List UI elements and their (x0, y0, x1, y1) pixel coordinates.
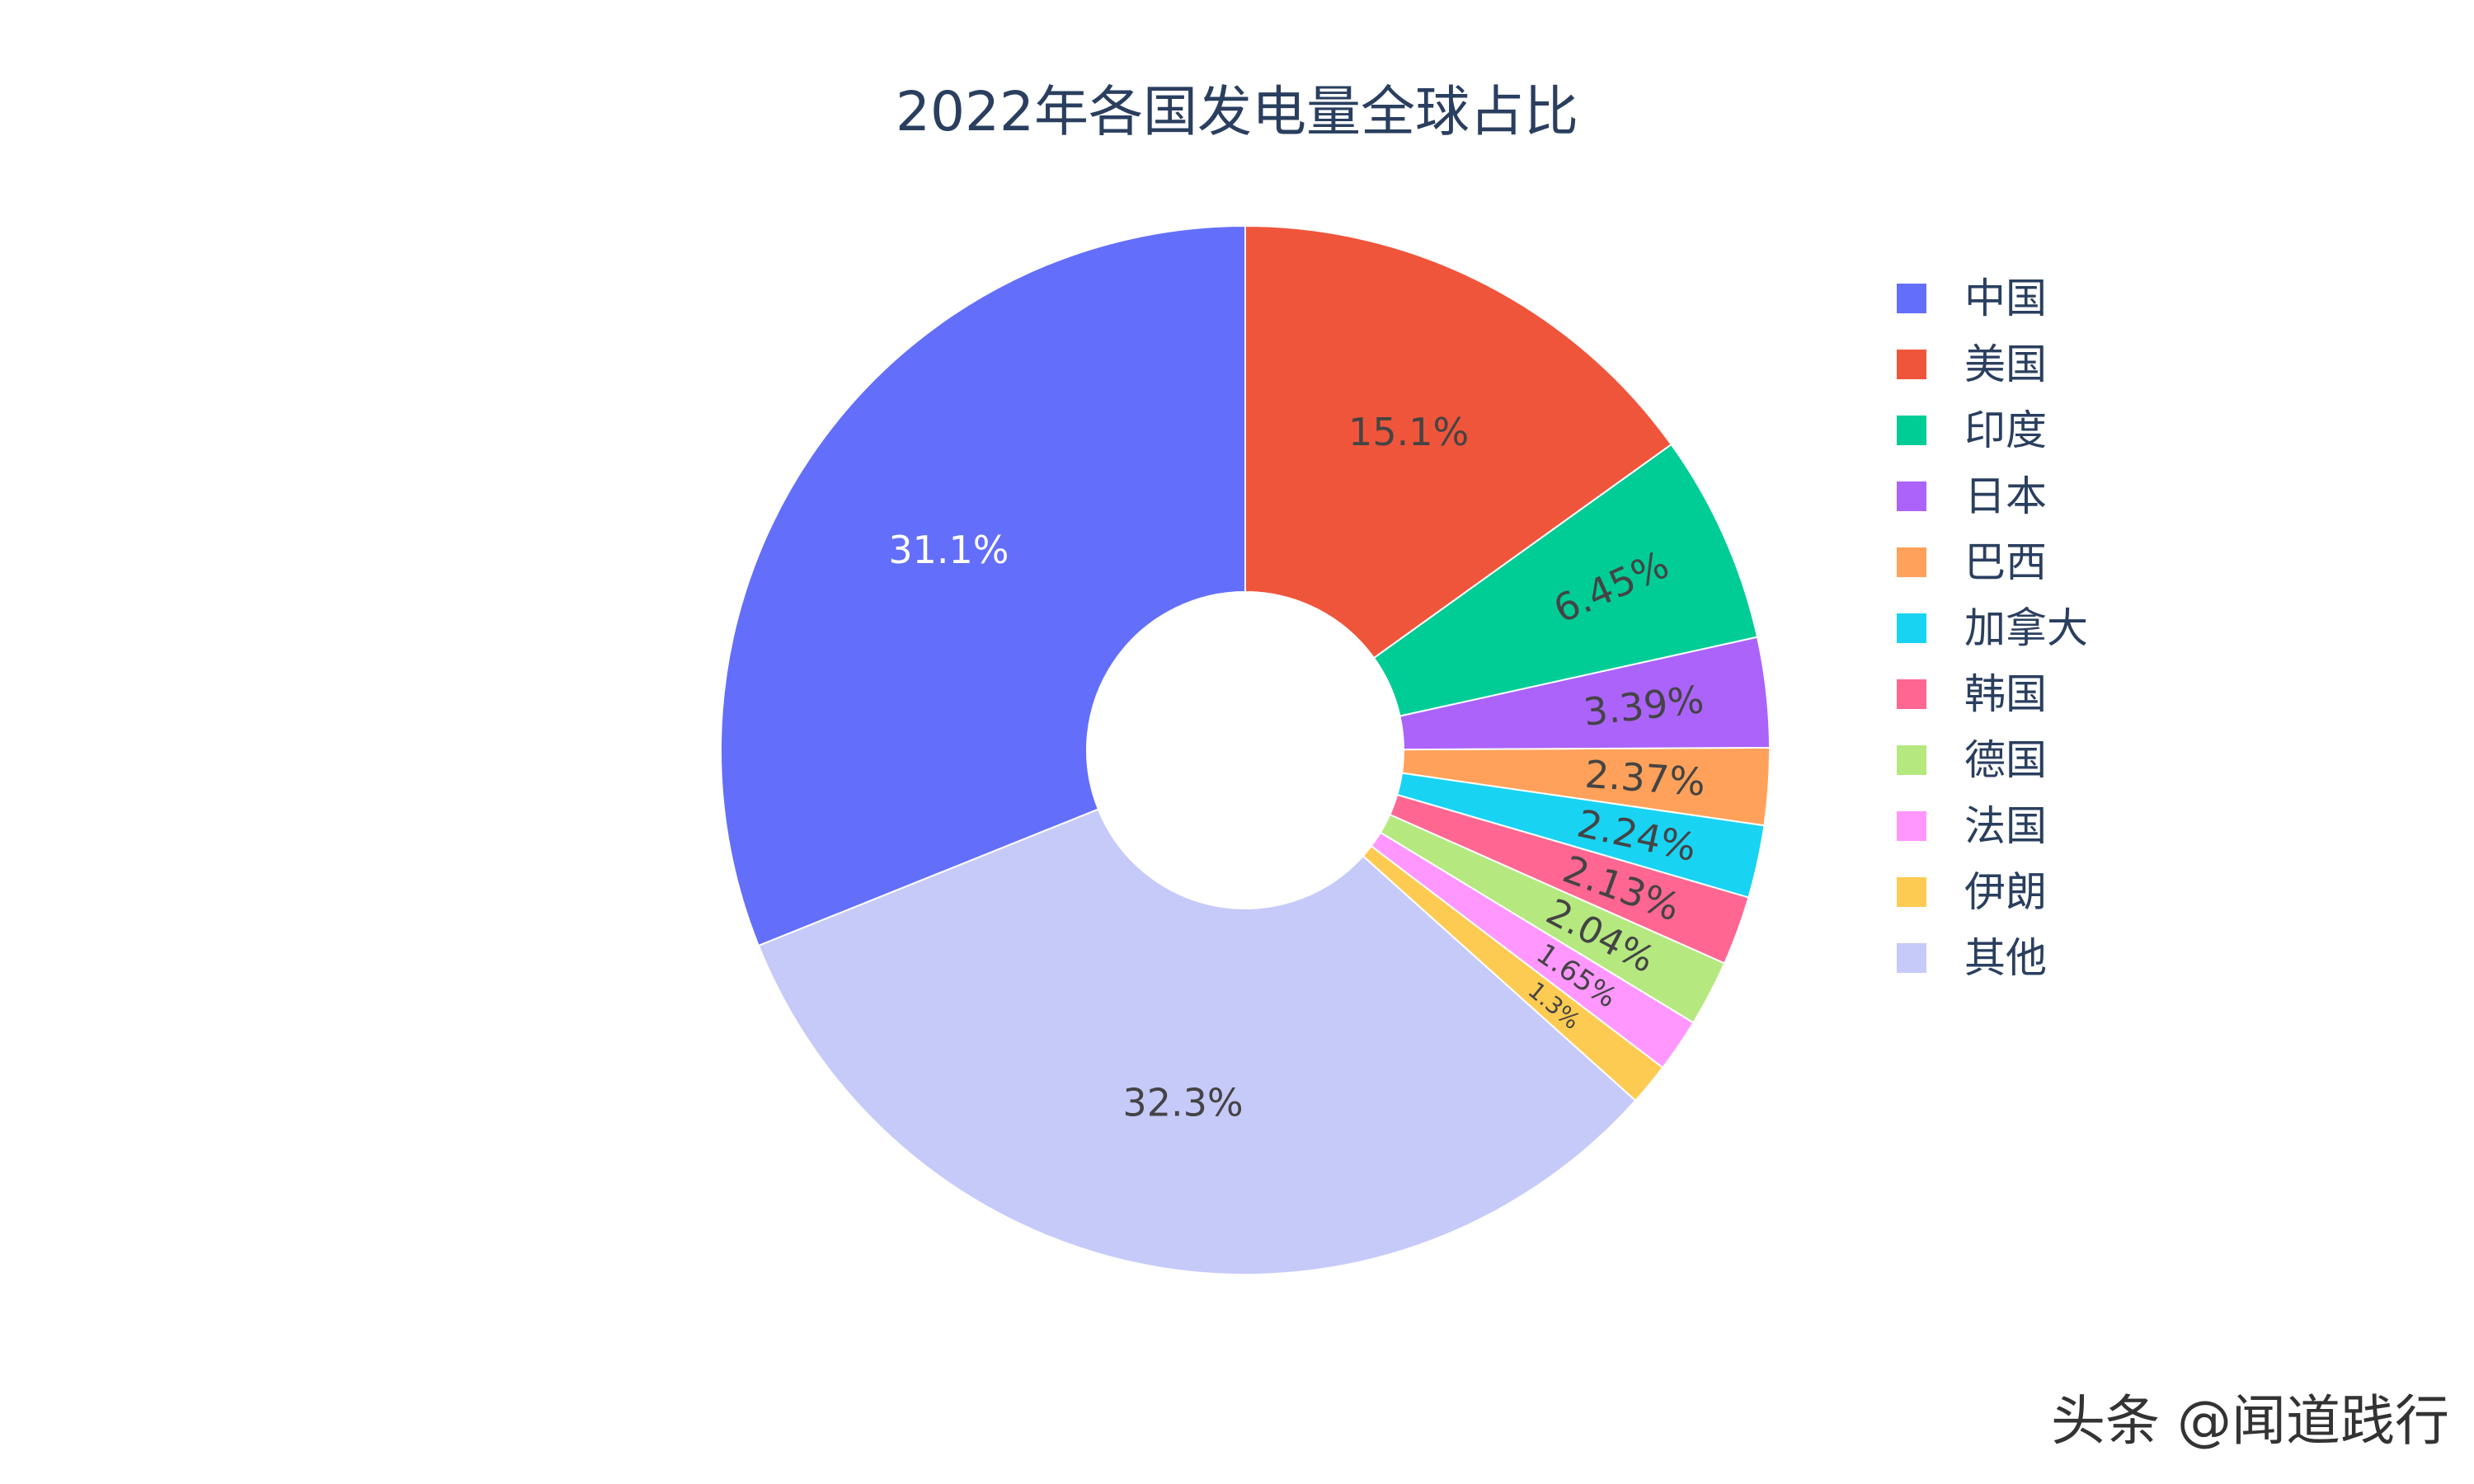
legend-item-5[interactable]: 巴西 (1897, 529, 2088, 595)
legend-label: 伊朗 (1964, 868, 2047, 916)
legend-item-2[interactable]: 美国 (1897, 331, 2088, 397)
slice-label-8: 2.37% (1583, 752, 1707, 805)
legend-label: 德国 (1964, 736, 2047, 784)
slice-label-2: 32.3% (1122, 1080, 1243, 1125)
legend-label: 法国 (1964, 802, 2047, 850)
legend-swatch (1897, 745, 1926, 775)
legend-swatch (1897, 811, 1926, 841)
legend-item-11[interactable]: 其他 (1897, 925, 2088, 991)
slice-1[interactable] (720, 224, 1246, 947)
legend-swatch (1897, 481, 1926, 511)
legend-label: 中国 (1964, 275, 2047, 322)
legend-label: 加拿大 (1964, 604, 2088, 652)
legend-item-7[interactable]: 韩国 (1897, 661, 2088, 727)
watermark: 头条 @闻道践行 (2051, 1389, 2449, 1453)
slice-10[interactable] (1372, 443, 1759, 717)
legend-label: 印度 (1964, 406, 2047, 454)
chart-title: 2022年各国发电量全球占比 (896, 80, 1578, 143)
legend-swatch (1897, 877, 1926, 907)
legend-item-4[interactable]: 日本 (1897, 463, 2088, 529)
legend-item-8[interactable]: 德国 (1897, 727, 2088, 793)
legend-label: 美国 (1964, 340, 2047, 388)
legend-swatch (1897, 679, 1926, 709)
slice-label-11: 15.1% (1348, 410, 1469, 454)
legend-label: 巴西 (1964, 538, 2047, 586)
slice-2[interactable] (757, 808, 1637, 1275)
slice-label-1: 31.1% (888, 528, 1009, 572)
slice-11[interactable] (1244, 224, 1673, 660)
legend-item-10[interactable]: 伊朗 (1897, 859, 2088, 925)
legend-item-9[interactable]: 法国 (1897, 793, 2088, 859)
legend-item-1[interactable]: 中国 (1897, 265, 2088, 331)
legend-item-6[interactable]: 加拿大 (1897, 595, 2088, 661)
legend-swatch (1897, 613, 1926, 643)
legend-swatch (1897, 547, 1926, 577)
legend-label: 其他 (1964, 934, 2047, 982)
legend-swatch (1897, 350, 1926, 379)
legend: 中国美国印度日本巴西加拿大韩国德国法国伊朗其他 (1897, 265, 2088, 991)
legend-swatch (1897, 943, 1926, 973)
legend-swatch (1897, 416, 1926, 445)
legend-item-3[interactable]: 印度 (1897, 397, 2088, 463)
legend-label: 韩国 (1964, 670, 2047, 718)
legend-swatch (1897, 284, 1926, 313)
legend-label: 日本 (1964, 472, 2047, 520)
